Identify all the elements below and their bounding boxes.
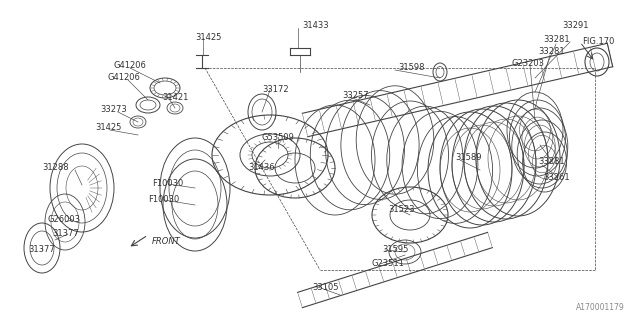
Text: 31377: 31377 [28, 245, 55, 254]
Text: 33261: 33261 [543, 172, 570, 181]
Text: F10030: F10030 [152, 180, 183, 188]
Text: 33273: 33273 [100, 106, 127, 115]
Text: 33257: 33257 [342, 91, 369, 100]
Text: FRONT: FRONT [152, 237, 180, 246]
Text: 31433: 31433 [302, 20, 328, 29]
Text: 31425: 31425 [95, 124, 122, 132]
Text: 31425: 31425 [195, 34, 221, 43]
Text: 33291: 33291 [562, 20, 589, 29]
Text: 31421: 31421 [162, 92, 188, 101]
Text: 33281: 33281 [538, 47, 564, 57]
Text: 33105: 33105 [312, 283, 339, 292]
Text: G26003: G26003 [48, 215, 81, 225]
Text: G23203: G23203 [512, 59, 545, 68]
Text: G41206: G41206 [113, 61, 146, 70]
Text: G23511: G23511 [372, 259, 405, 268]
Text: F10030: F10030 [148, 196, 179, 204]
Text: 33281: 33281 [538, 157, 564, 166]
Text: 31595: 31595 [382, 245, 408, 254]
Text: 31589: 31589 [455, 154, 481, 163]
Text: 31598: 31598 [398, 63, 424, 73]
Text: G41206: G41206 [108, 74, 141, 83]
Text: G53509: G53509 [262, 133, 295, 142]
Text: 31288: 31288 [42, 164, 68, 172]
Text: 31523: 31523 [388, 205, 415, 214]
Text: 31377: 31377 [52, 229, 79, 238]
Text: 33172: 33172 [262, 85, 289, 94]
Text: FIG.170: FIG.170 [582, 37, 614, 46]
Text: A170001179: A170001179 [576, 303, 625, 313]
Text: 33281: 33281 [543, 36, 570, 44]
Text: 31436: 31436 [248, 163, 275, 172]
